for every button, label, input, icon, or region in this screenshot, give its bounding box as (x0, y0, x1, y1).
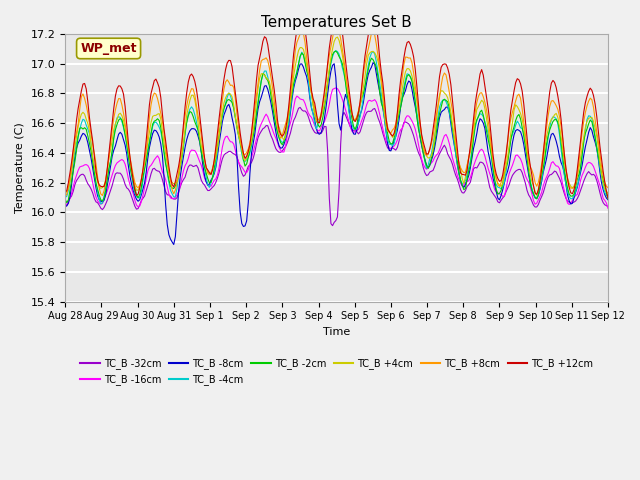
TC_B +12cm (507, 108, 515, 113)
TC_B -4cm (225, 90, 233, 96)
TC_B +4cm (367, 48, 375, 54)
TC_B -8cm (61, 204, 69, 209)
TC_B -32cm (604, 204, 612, 210)
TC_B -2cm (225, 96, 233, 102)
TC_B -32cm (515, 167, 523, 172)
TC_B +8cm (223, 77, 231, 83)
TC_B -2cm (69, 168, 77, 174)
TC_B +12cm (367, 21, 375, 26)
Line: TC_B +12cm: TC_B +12cm (65, 6, 608, 198)
Line: TC_B -4cm: TC_B -4cm (65, 51, 608, 204)
TC_B +8cm (513, 93, 521, 98)
TC_B +8cm (507, 116, 515, 121)
TC_B -16cm (223, 133, 231, 139)
TC_B -4cm (509, 131, 516, 137)
TC_B -4cm (515, 121, 523, 127)
TC_B +12cm (223, 60, 231, 66)
TC_B -16cm (507, 166, 515, 172)
TC_B -2cm (332, 48, 340, 54)
TC_B +12cm (604, 195, 612, 201)
Line: TC_B +8cm: TC_B +8cm (65, 26, 608, 196)
TC_B +4cm (61, 190, 69, 195)
TC_B -32cm (68, 193, 76, 199)
TC_B +8cm (181, 113, 189, 119)
TC_B -2cm (509, 129, 516, 135)
TC_B +4cm (333, 34, 341, 40)
TC_B +8cm (604, 185, 612, 191)
X-axis label: Time: Time (323, 327, 350, 337)
TC_B -8cm (604, 197, 612, 203)
TC_B -2cm (61, 196, 69, 202)
TC_B -4cm (332, 48, 340, 54)
Text: WP_met: WP_met (81, 42, 137, 55)
TC_B +8cm (61, 193, 69, 199)
TC_B -16cm (604, 205, 612, 211)
TC_B -8cm (515, 128, 523, 133)
TC_B -8cm (183, 137, 191, 143)
TC_B +4cm (604, 190, 612, 196)
TC_B -16cm (61, 204, 69, 210)
TC_B +4cm (513, 104, 521, 109)
TC_B +12cm (68, 159, 76, 165)
TC_B -16cm (332, 85, 340, 91)
TC_B +4cm (533, 192, 541, 198)
TC_B -32cm (296, 105, 304, 110)
Y-axis label: Temperature (C): Temperature (C) (15, 122, 25, 213)
TC_B +4cm (181, 126, 189, 132)
TC_B -4cm (68, 169, 76, 175)
TC_B +8cm (332, 23, 340, 29)
TC_B -2cm (183, 120, 191, 126)
TC_B -32cm (61, 203, 69, 209)
TC_B -8cm (170, 241, 177, 247)
TC_B +8cm (68, 163, 76, 168)
TC_B -8cm (68, 181, 76, 187)
TC_B -16cm (68, 191, 76, 196)
TC_B -4cm (183, 119, 191, 124)
TC_B -4cm (61, 194, 69, 200)
TC_B +4cm (507, 130, 515, 136)
TC_B -4cm (604, 193, 612, 199)
TC_B +12cm (513, 76, 521, 82)
Line: TC_B +4cm: TC_B +4cm (65, 37, 608, 195)
Legend: TC_B -32cm, TC_B -16cm, TC_B -8cm, TC_B -4cm, TC_B -2cm, TC_B +4cm, TC_B +8cm, T: TC_B -32cm, TC_B -16cm, TC_B -8cm, TC_B … (76, 355, 596, 389)
TC_B -2cm (63, 200, 70, 205)
TC_B +8cm (367, 30, 375, 36)
Title: Temperatures Set B: Temperatures Set B (261, 15, 412, 30)
TC_B +4cm (68, 168, 76, 174)
TC_B -4cm (369, 48, 377, 54)
TC_B -32cm (329, 223, 337, 228)
TC_B +12cm (61, 190, 69, 195)
TC_B -8cm (369, 60, 377, 66)
TC_B -2cm (604, 196, 612, 202)
Line: TC_B -16cm: TC_B -16cm (65, 88, 608, 208)
TC_B -32cm (369, 106, 377, 112)
TC_B -32cm (223, 150, 231, 156)
TC_B +4cm (223, 92, 231, 97)
TC_B -16cm (181, 163, 189, 168)
TC_B -8cm (225, 102, 233, 108)
TC_B -8cm (367, 64, 375, 70)
TC_B -4cm (97, 201, 105, 207)
TC_B +12cm (181, 104, 189, 109)
Line: TC_B -2cm: TC_B -2cm (65, 51, 608, 203)
TC_B -32cm (181, 174, 189, 180)
TC_B -16cm (367, 98, 375, 104)
TC_B -2cm (515, 112, 523, 118)
Line: TC_B -32cm: TC_B -32cm (65, 108, 608, 226)
Line: TC_B -8cm: TC_B -8cm (65, 63, 608, 244)
TC_B -8cm (509, 140, 516, 145)
TC_B -32cm (509, 172, 516, 178)
TC_B +12cm (333, 3, 341, 9)
TC_B -2cm (369, 57, 377, 62)
TC_B -16cm (513, 152, 521, 158)
